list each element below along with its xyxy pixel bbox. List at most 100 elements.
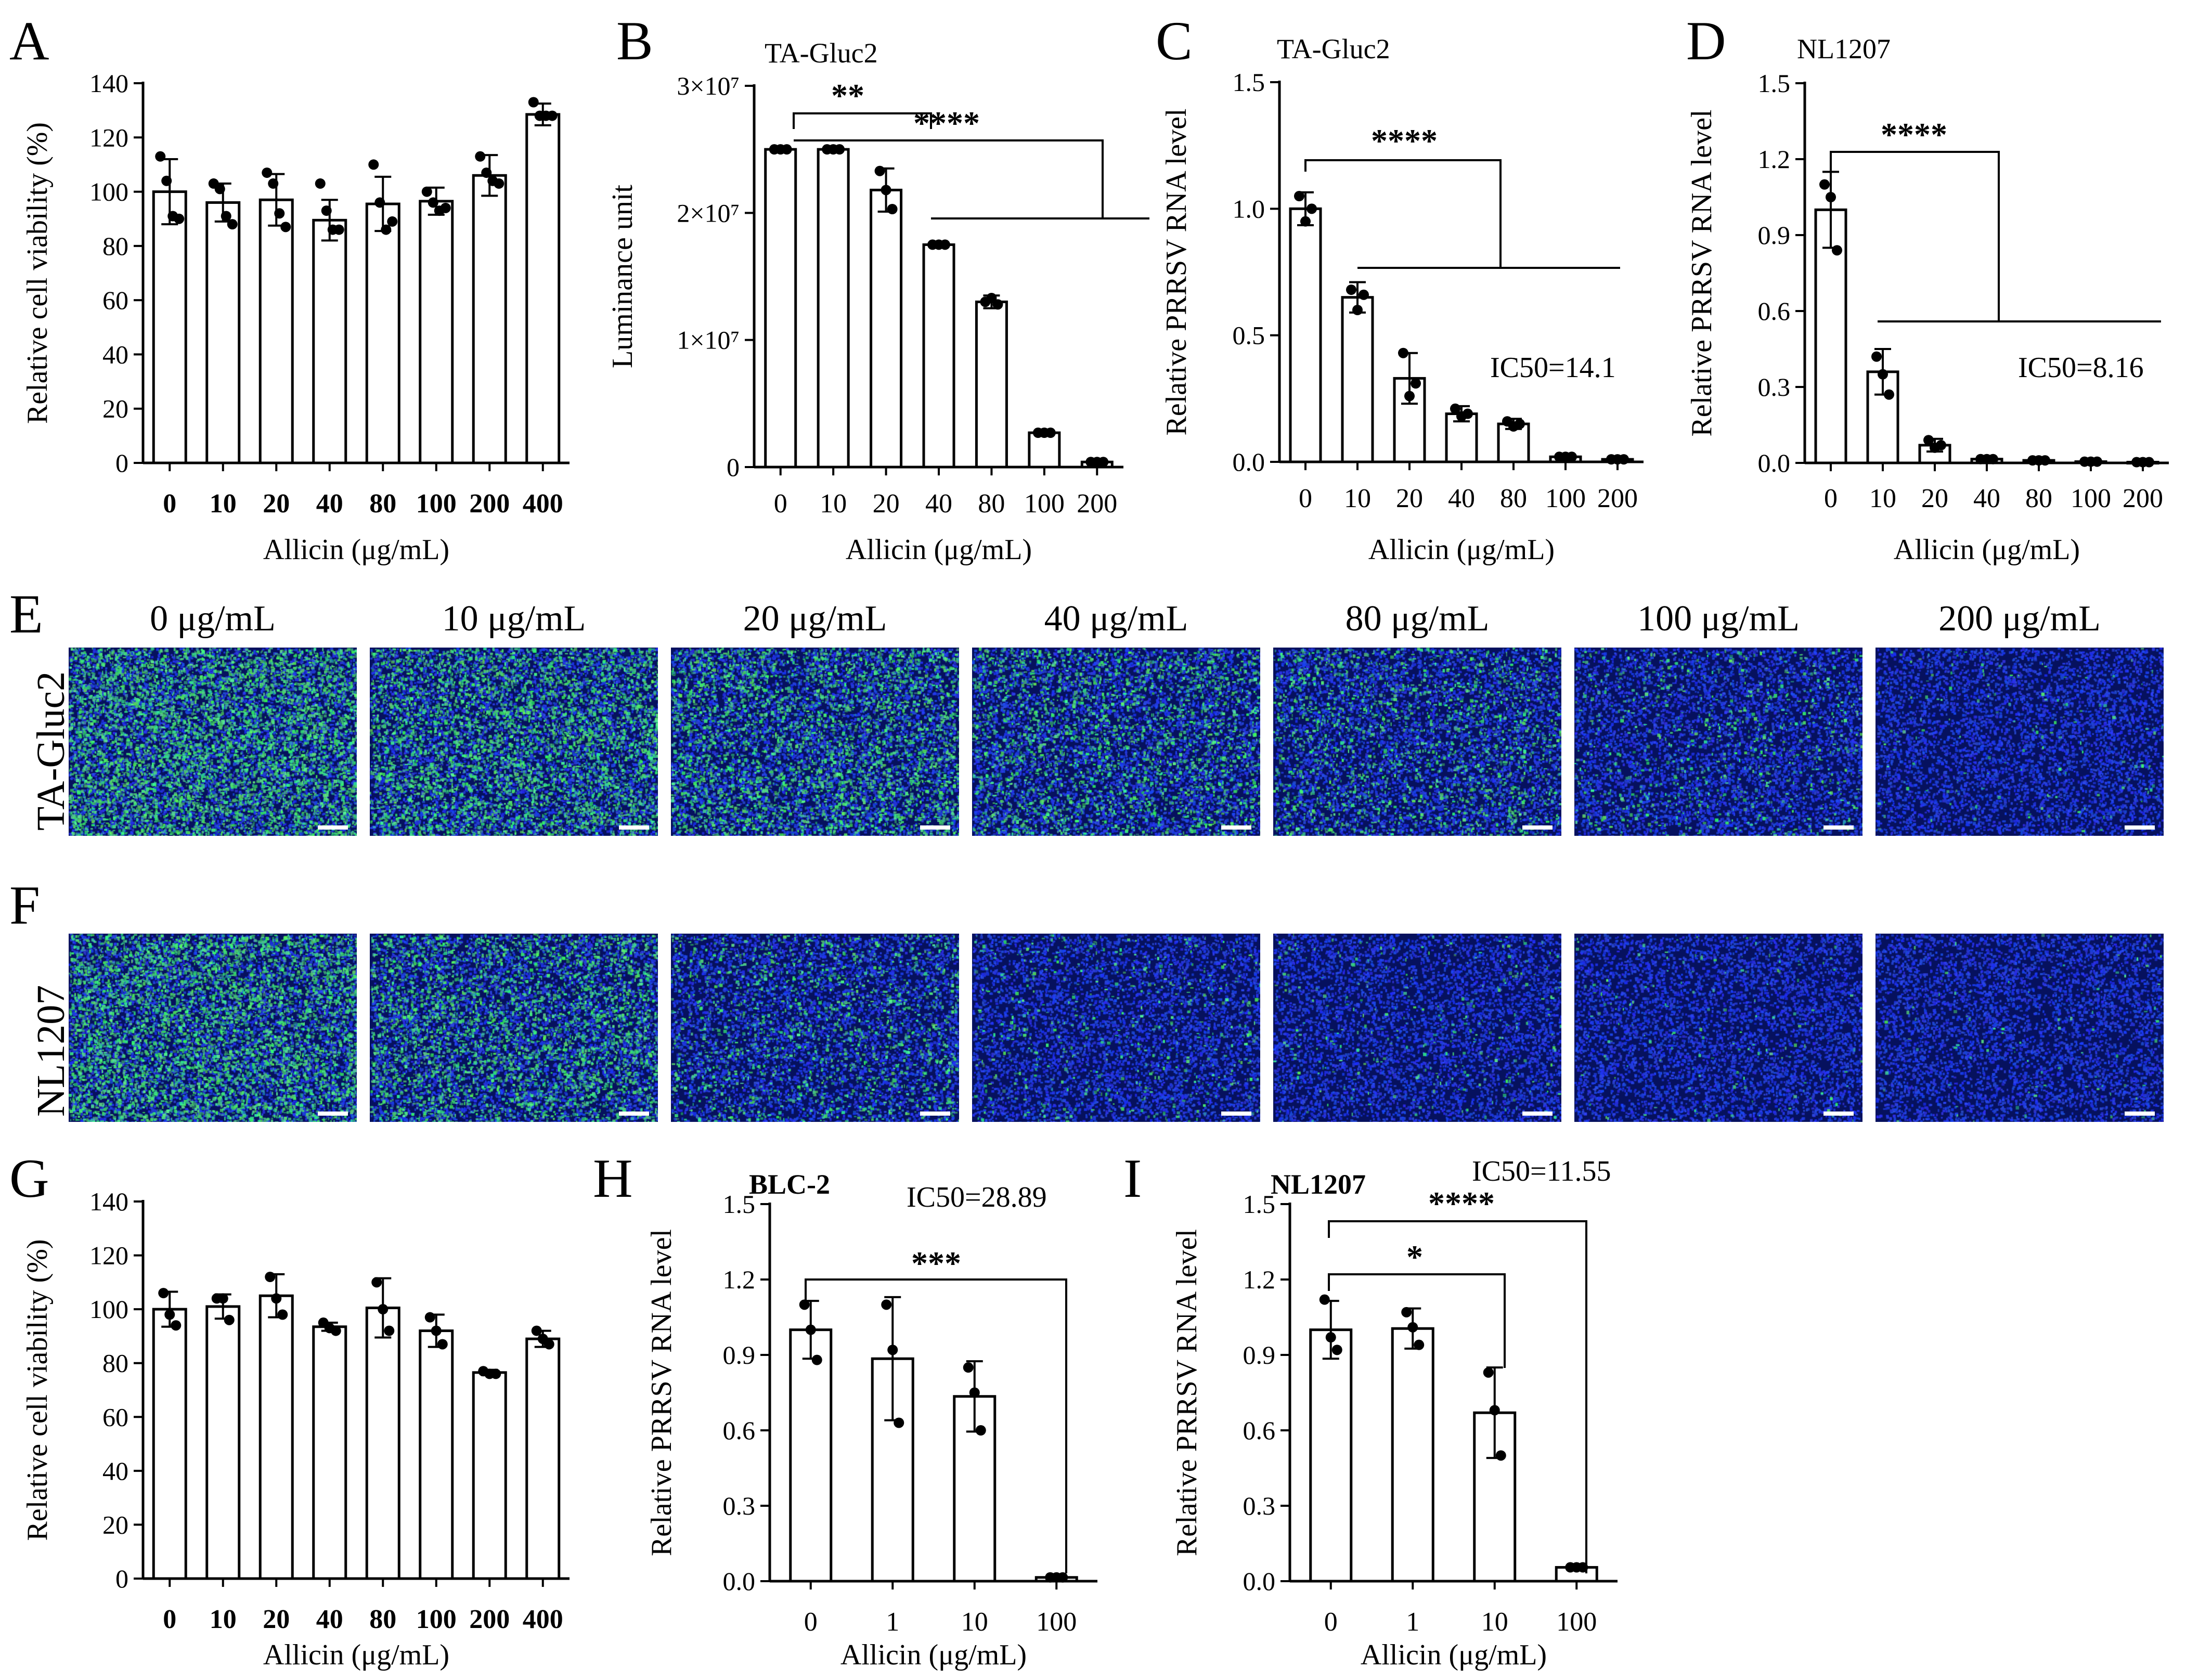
micrograph-column-label: 20 μg/mL <box>743 599 887 639</box>
a-xtick-label: 0 <box>163 489 176 519</box>
b-bar <box>870 188 903 469</box>
b-ytick-label: 3×10⁷ <box>677 71 740 100</box>
c-data-point <box>1619 454 1629 465</box>
scale-bar <box>2125 1112 2155 1116</box>
g-data-point <box>271 1293 282 1304</box>
panel-letter-i: I <box>1123 1148 1142 1209</box>
d-ytick-label: 0.3 <box>1758 372 1791 402</box>
scale-bar <box>1221 825 1251 830</box>
c-data-point <box>1398 347 1408 358</box>
b-chart-title: TA-Gluc2 <box>765 37 878 69</box>
b-data-point <box>834 144 845 155</box>
g-ytick-label: 140 <box>89 1187 128 1216</box>
d-xtick-label: 40 <box>1973 484 2000 513</box>
a-bar <box>312 218 347 464</box>
a-data-point <box>174 213 185 224</box>
h-data-point <box>969 1387 980 1398</box>
a-data-point <box>381 224 392 235</box>
i-bar <box>1309 1328 1353 1583</box>
d-x-axis-label: Allicin (μg/mL) <box>1894 534 2080 566</box>
g-ytick-label: 40 <box>102 1456 128 1485</box>
g-ytick-label: 0 <box>115 1564 128 1593</box>
b-bar <box>922 243 955 469</box>
c-significance-stars: **** <box>1371 122 1438 159</box>
g-data-point <box>384 1325 395 1336</box>
b-data-point <box>986 293 997 304</box>
fluorescence-micrograph <box>1875 934 2164 1122</box>
c-bar <box>1289 207 1322 463</box>
g-bar <box>419 1329 454 1580</box>
h-data-point <box>805 1324 816 1335</box>
a-ytick-label: 120 <box>89 123 128 152</box>
scale-bar <box>920 825 950 830</box>
h-ytick-label: 0.3 <box>723 1491 756 1520</box>
i-data-point <box>1495 1450 1506 1461</box>
a-y-axis-label: Relative cell viability (%) <box>21 122 54 424</box>
a-ytick-label: 40 <box>102 340 128 369</box>
c-ytick-label: 0.5 <box>1233 321 1265 350</box>
micrograph-column-label: 40 μg/mL <box>1044 599 1188 639</box>
d-data-point <box>1871 351 1882 362</box>
d-ytick-label: 0.6 <box>1758 296 1791 326</box>
b-data-point <box>874 165 885 176</box>
a-bar <box>419 200 454 464</box>
d-y-axis-label: Relative PRRSV RNA level <box>1686 110 1718 437</box>
a-data-point <box>155 151 166 162</box>
d-xtick-label: 80 <box>2025 484 2052 513</box>
g-data-point <box>424 1312 435 1323</box>
i-significance-stars: **** <box>1428 1185 1495 1222</box>
c-data-point <box>1294 191 1304 201</box>
b-data-point <box>781 144 792 155</box>
fluorescence-micrograph <box>671 648 959 836</box>
i-xtick-label: 100 <box>1556 1607 1597 1637</box>
b-significance-stars: ** <box>831 77 864 114</box>
b-data-point <box>1045 428 1056 438</box>
a-data-point <box>428 197 438 208</box>
c-significance-bracket <box>1304 159 1502 268</box>
scale-bar <box>1823 1112 1854 1116</box>
b-xtick-label: 40 <box>925 489 952 519</box>
d-chart-title: NL1207 <box>1797 33 1891 64</box>
h-xtick-label: 1 <box>886 1607 899 1637</box>
fluorescence-micrograph <box>1273 648 1561 836</box>
b-bar <box>817 148 850 469</box>
g-xtick-label: 80 <box>369 1605 396 1634</box>
a-data-point <box>374 197 385 208</box>
g-bar <box>205 1305 241 1580</box>
h-ic50-label: IC50=28.89 <box>907 1181 1047 1213</box>
g-data-point <box>265 1272 276 1282</box>
h-xtick-label: 10 <box>961 1607 988 1637</box>
g-data-point <box>164 1309 175 1320</box>
h-significance-stars: *** <box>911 1245 961 1282</box>
b-data-point <box>887 204 898 215</box>
c-xtick-label: 80 <box>1500 484 1527 513</box>
i-ic50-label: IC50=11.55 <box>1472 1155 1611 1187</box>
micrograph-row-label: TA-Gluc2 <box>29 671 73 831</box>
b-xtick-label: 10 <box>820 489 847 519</box>
i-bar <box>1391 1327 1434 1583</box>
h-data-point <box>1057 1572 1068 1583</box>
a-xtick-label: 20 <box>263 489 290 519</box>
c-xtick-label: 20 <box>1396 484 1423 513</box>
b-xtick-label: 100 <box>1024 489 1065 519</box>
g-bar <box>312 1325 347 1580</box>
g-bar <box>365 1307 400 1580</box>
g-data-point <box>371 1277 382 1288</box>
a-data-point <box>321 205 332 216</box>
c-data-point <box>1450 403 1460 414</box>
c-xtick-label: 0 <box>1299 484 1312 513</box>
scale-bar <box>920 1112 950 1116</box>
h-bar <box>789 1328 833 1583</box>
i-x-axis-label: Allicin (μg/mL) <box>1361 1639 1547 1671</box>
h-ytick-label: 0.0 <box>723 1567 756 1596</box>
g-ytick-label: 80 <box>102 1349 128 1378</box>
fluorescence-micrograph <box>972 934 1260 1122</box>
panel-letter-h: H <box>593 1148 633 1209</box>
d-xtick-label: 100 <box>2071 484 2111 513</box>
c-ic50-label: IC50=14.1 <box>1490 352 1616 384</box>
c-xtick-label: 200 <box>1597 484 1638 513</box>
panel-letter-c: C <box>1156 10 1193 71</box>
a-data-point <box>280 222 291 232</box>
scale-bar <box>619 1112 649 1116</box>
